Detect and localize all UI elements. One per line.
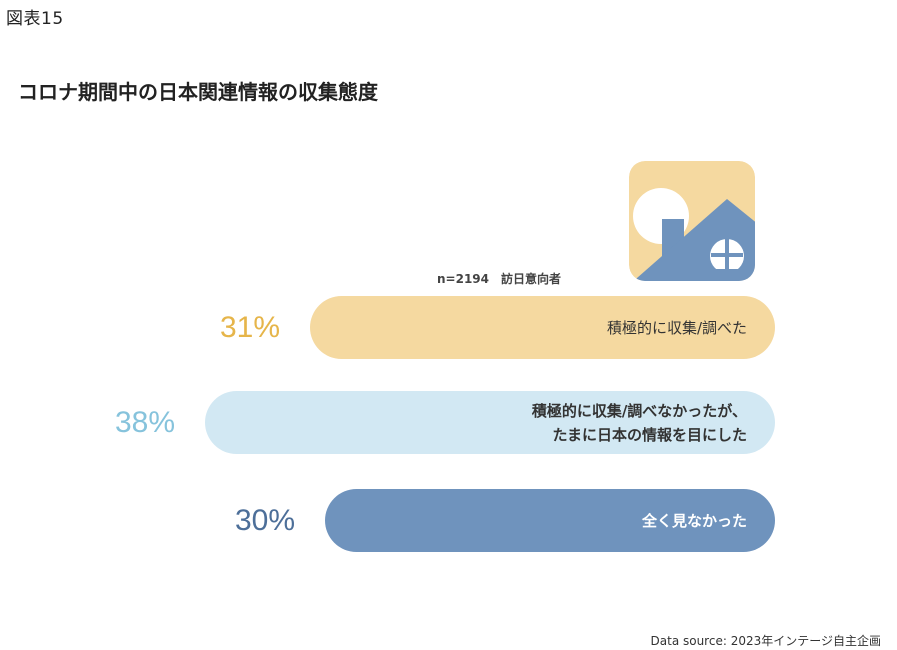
bar-3: 全く見なかった xyxy=(325,489,775,552)
sample-note: n=2194 訪日意向者 xyxy=(437,272,561,286)
figure-label: 図表15 xyxy=(6,9,64,29)
bar-label-3: 全く見なかった xyxy=(641,511,747,530)
chart-title: コロナ期間中の日本関連情報の収集態度 xyxy=(18,80,378,104)
bar-label-1: 積極的に収集/調べた xyxy=(606,318,747,337)
house-with-sun-icon xyxy=(629,161,755,281)
value-label-1: 31% xyxy=(219,311,280,344)
bar-1: 積極的に収集/調べた xyxy=(310,296,775,359)
value-label-3: 30% xyxy=(234,504,295,537)
bar-2: 積極的に収集/調べなかったが、 たまに日本の情報を目にした xyxy=(205,391,775,454)
data-source: Data source: 2023年インテージ自主企画 xyxy=(650,634,881,648)
bar-label-2: 積極的に収集/調べなかったが、 たまに日本の情報を目にした xyxy=(531,401,747,444)
value-label-2: 38% xyxy=(114,406,175,439)
